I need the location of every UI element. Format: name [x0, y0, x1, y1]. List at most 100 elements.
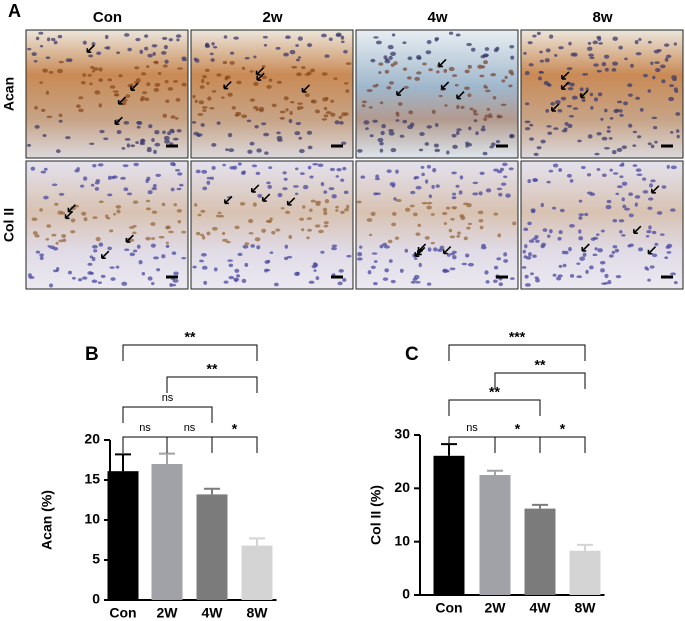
- cell: [570, 52, 576, 57]
- cell: [459, 175, 464, 180]
- cell: [257, 193, 263, 198]
- cell: [413, 257, 418, 260]
- cell: [153, 256, 159, 260]
- cell: [266, 84, 272, 89]
- cell: [443, 68, 448, 73]
- cell: [482, 54, 489, 58]
- cell: [605, 204, 612, 210]
- cell: [146, 176, 151, 181]
- cell: [284, 244, 289, 249]
- cell: [612, 245, 618, 249]
- cell: [571, 95, 578, 100]
- cell: [202, 109, 207, 112]
- cell: [153, 149, 157, 154]
- cell: [360, 175, 366, 179]
- arrow: [261, 193, 271, 202]
- cell: [389, 181, 396, 187]
- cell: [544, 58, 550, 63]
- cell: [330, 99, 334, 103]
- cell: [294, 131, 301, 136]
- cell: [130, 144, 135, 148]
- cell: [249, 70, 254, 73]
- cell: [168, 38, 173, 42]
- significance-bracket: [211, 436, 258, 453]
- cell: [467, 222, 473, 226]
- cell: [492, 95, 497, 100]
- cell: [344, 208, 349, 212]
- cell: [162, 130, 166, 135]
- panel-label: A: [8, 1, 21, 21]
- arrow: [560, 81, 570, 90]
- cell: [96, 51, 102, 55]
- cell: [78, 96, 84, 100]
- cell: [588, 53, 594, 57]
- cell: [302, 205, 306, 209]
- cell: [231, 106, 236, 110]
- cell: [324, 199, 330, 204]
- cell: [256, 245, 261, 250]
- cell: [597, 37, 602, 42]
- cell: [493, 48, 499, 53]
- cell: [434, 38, 438, 42]
- cell: [275, 228, 281, 232]
- cell: [344, 112, 349, 116]
- cell: [248, 218, 254, 224]
- cell: [229, 166, 235, 170]
- cell: [463, 236, 468, 241]
- y-tick-label: 0: [402, 586, 410, 602]
- cell: [42, 134, 47, 138]
- cell: [586, 173, 592, 177]
- cell: [70, 230, 76, 234]
- cell: [262, 35, 268, 39]
- cell: [154, 130, 160, 135]
- cell: [475, 131, 479, 136]
- cell: [628, 213, 634, 218]
- cell: [654, 242, 659, 246]
- cell: [195, 231, 201, 236]
- cell: [404, 248, 409, 253]
- cell: [523, 227, 529, 232]
- cell: [174, 117, 179, 120]
- cell: [432, 167, 437, 173]
- cell: [541, 242, 547, 247]
- cell: [297, 56, 302, 59]
- cell: [604, 108, 608, 113]
- cell: [58, 60, 65, 64]
- cell: [249, 141, 255, 146]
- cell: [444, 104, 448, 107]
- cell: [578, 199, 583, 203]
- cell: [593, 97, 598, 102]
- cell: [206, 231, 211, 236]
- cell: [391, 222, 397, 227]
- cell: [256, 148, 262, 153]
- cell: [346, 254, 352, 258]
- arrow: [86, 44, 95, 54]
- cell: [552, 206, 557, 210]
- cell: [222, 238, 228, 242]
- cell: [98, 200, 104, 204]
- cell: [455, 184, 460, 188]
- cell: [28, 275, 35, 279]
- cell: [594, 152, 600, 156]
- cell: [194, 58, 200, 63]
- y-tick-label: 20: [394, 479, 410, 495]
- significance-label: ns: [139, 422, 151, 434]
- cell: [659, 233, 665, 236]
- cell: [39, 208, 43, 212]
- cell: [458, 190, 463, 195]
- cell: [557, 274, 563, 278]
- arrow: [456, 90, 465, 100]
- cell: [370, 58, 376, 63]
- cell: [323, 190, 328, 194]
- cell: [616, 185, 623, 189]
- cell: [366, 89, 373, 93]
- cell: [637, 135, 642, 139]
- cell: [589, 265, 594, 270]
- cell: [655, 67, 661, 73]
- cell: [75, 104, 81, 109]
- cell: [384, 268, 390, 273]
- cell: [665, 54, 672, 59]
- cell: [216, 73, 222, 77]
- cell: [225, 148, 229, 152]
- cell: [454, 83, 459, 87]
